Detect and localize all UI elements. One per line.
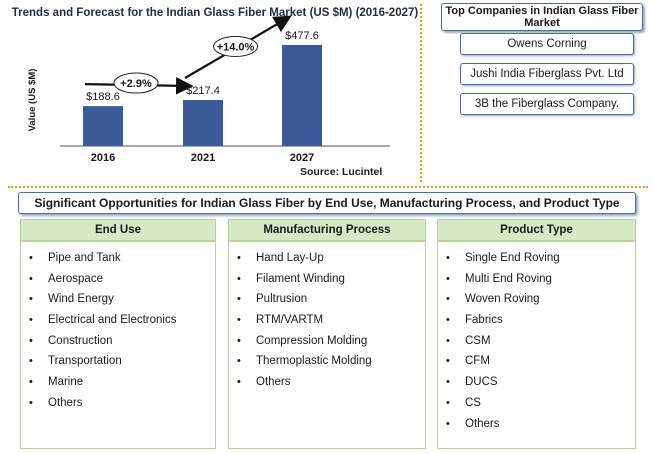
end-use-list: Pipe and TankAerospaceWind EnergyElectri… [21,242,215,414]
list-item: Multi End Roving [438,269,635,290]
list-item: Others [229,372,425,393]
growth-bubble [113,72,159,94]
column-header-end-use: End Use [20,219,216,241]
column-header-product-type: Product Type [437,219,636,241]
list-item: CFM [438,351,635,372]
growth-label: +14.0% [217,41,255,53]
list-item: Marine [21,372,215,393]
end-use-list-box: Pipe and TankAerospaceWind EnergyElectri… [20,241,216,449]
x-tick-label-2021: 2021 [191,152,215,164]
list-item: Others [438,414,635,435]
company-item: Owens Corning [460,33,634,55]
growth-bubble [213,35,258,57]
growth-label: +2.9% [120,78,152,90]
list-item: Compression Molding [229,331,425,352]
list-item: Single End Roving [438,248,635,269]
company-item: 3B the Fiberglass Company. [460,93,634,115]
data-label-2021: $217.4 [186,85,220,97]
chart-title: Trends and Forecast for the Indian Glass… [11,7,419,19]
manufacturing-process-list-box: Hand Lay-UpFilament WindingPultrusionRTM… [228,241,426,449]
top-companies-title: Top Companies in Indian Glass Fiber Mark… [445,5,639,29]
bar-2021 [183,100,223,146]
list-item: Electrical and Electronics [21,310,215,331]
bar-2027 [282,44,322,146]
list-item: RTM/VARTM [229,310,425,331]
bar-2016 [83,106,123,146]
list-item: Transportation [21,351,215,372]
manufacturing-process-list: Hand Lay-UpFilament WindingPultrusionRTM… [229,242,425,393]
list-item: CS [438,393,635,414]
list-item: CSM [438,331,635,352]
horizontal-divider [8,186,648,188]
chart-panel: Value (US $M) $188.6 2016 $217.4 2021 $477.6 2… [0,0,420,184]
list-item: Filament Winding [229,269,425,290]
list-item: Construction [21,331,215,352]
y-axis-label: Value (US $M) [27,69,38,132]
list-item: Fabrics [438,310,635,331]
product-type-list: Single End RovingMulti End RovingWoven R… [438,242,635,434]
product-type-list-box: Single End RovingMulti End RovingWoven R… [437,241,636,449]
chart-source: Source: Lucintel [300,166,383,178]
list-item: Hand Lay-Up [229,248,425,269]
list-item: Others [21,393,215,414]
column-header-manufacturing-process: Manufacturing Process [228,219,426,241]
vertical-divider [420,4,422,182]
list-item: Pultrusion [229,289,425,310]
opportunities-header: Significant Opportunities for Indian Gla… [18,192,636,214]
list-item: Wind Energy [21,289,215,310]
top-companies-header: Top Companies in Indian Glass Fiber Mark… [441,3,643,31]
data-label-2016: $188.6 [86,91,120,103]
bar-chart: Value (US $M) $188.6 2016 $217.4 2021 $477.6 2… [27,15,390,164]
x-tick-label-2016: 2016 [91,152,115,164]
list-item: Woven Roving [438,289,635,310]
list-item: Thermoplastic Molding [229,351,425,372]
x-tick-label-2027: 2027 [290,152,314,164]
company-item: Jushi India Fiberglass Pvt. Ltd [460,63,634,85]
list-item: Pipe and Tank [21,248,215,269]
list-item: DUCS [438,372,635,393]
data-label-2027: $477.6 [285,30,319,42]
list-item: Aerospace [21,269,215,290]
